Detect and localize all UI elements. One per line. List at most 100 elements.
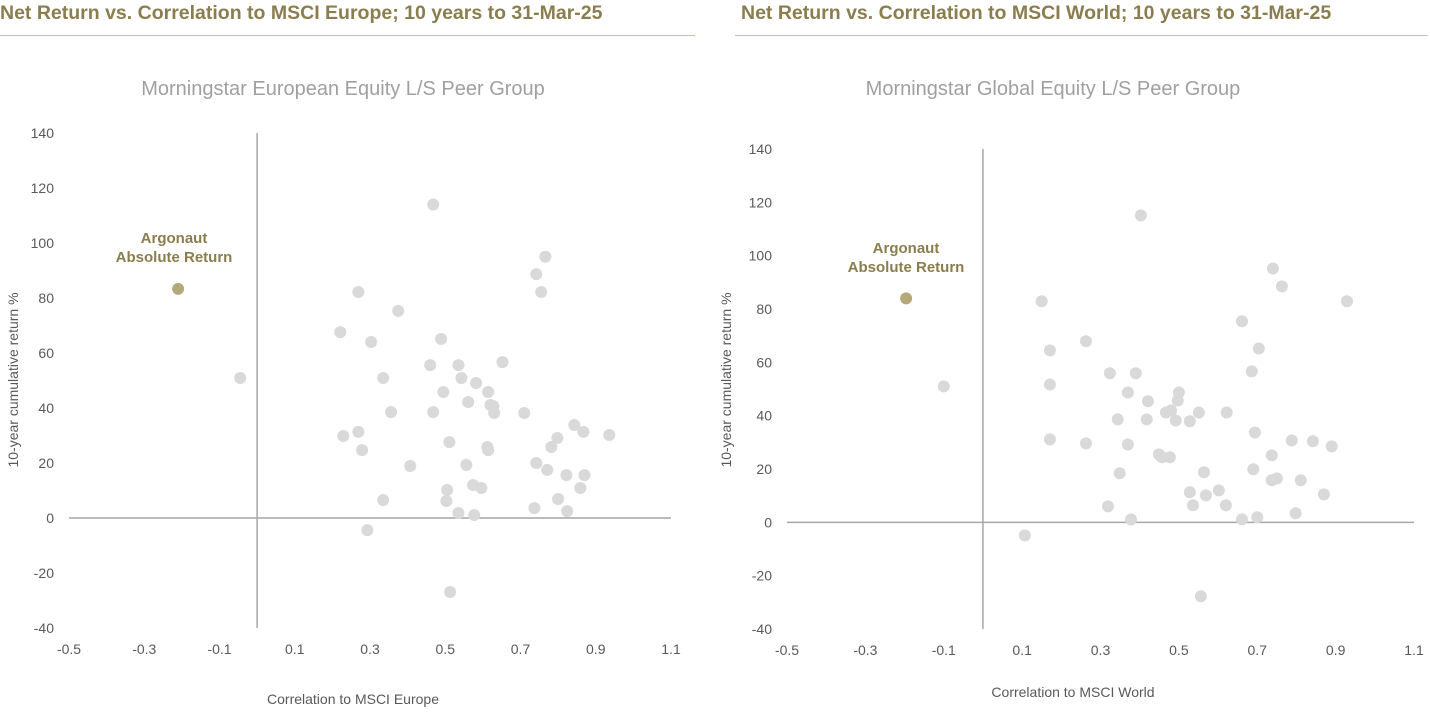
left-peer-point	[577, 425, 590, 438]
right-y-tick-label: 40	[756, 408, 772, 424]
left-peer-point	[470, 376, 483, 389]
left-y-tick-label: 140	[31, 125, 55, 141]
right-peer-point	[937, 380, 950, 393]
left-x-axis-title: Correlation to MSCI Europe	[267, 691, 439, 707]
left-peer-point	[561, 505, 574, 518]
left-peer-point	[385, 406, 398, 419]
left-chart-title: Morningstar European Equity L/S Peer Gro…	[141, 78, 545, 100]
left-peer-point	[455, 372, 468, 385]
right-peer-point	[1235, 513, 1248, 526]
right-peer-point	[1266, 262, 1279, 275]
left-x-tick-label: 1.1	[661, 641, 681, 657]
left-peer-point	[424, 359, 437, 372]
right-x-tick-label: -0.1	[932, 642, 956, 658]
left-peer-point	[334, 326, 347, 339]
right-y-tick-label: 120	[749, 194, 773, 210]
right-x-tick-label: 0.7	[1248, 642, 1268, 658]
right-peer-point	[1306, 435, 1319, 448]
left-peer-point	[530, 268, 543, 281]
right-peer-point	[1197, 466, 1210, 479]
right-y-tick-label: -20	[752, 568, 772, 584]
left-x-tick-label: -0.1	[207, 641, 231, 657]
right-peer-point	[1194, 590, 1207, 603]
right-peer-point	[1080, 335, 1093, 348]
right-x-axis-title: Correlation to MSCI World	[991, 684, 1154, 700]
right-peer-point	[1248, 426, 1261, 439]
right-peer-point	[1251, 511, 1264, 524]
right-peer-point	[1163, 451, 1176, 464]
right-peer-point	[1080, 437, 1093, 450]
right-peer-point	[1043, 433, 1056, 446]
left-peer-point	[482, 444, 495, 457]
left-peer-point	[441, 483, 454, 496]
left-peer-point	[392, 304, 405, 317]
right-peer-point	[1134, 209, 1147, 222]
right-peer-point	[1235, 315, 1248, 328]
right-peer-point	[1141, 395, 1154, 408]
left-y-tick-label: 120	[31, 180, 55, 196]
right-x-tick-label: 0.3	[1091, 642, 1111, 658]
right-peer-point	[1294, 474, 1307, 487]
left-peer-point	[404, 460, 417, 473]
right-peer-point	[1245, 365, 1258, 378]
right-peer-point	[1252, 342, 1265, 355]
right-x-tick-label: -0.3	[853, 642, 877, 658]
left-peer-point	[462, 395, 475, 408]
right-y-tick-label: 60	[756, 354, 772, 370]
right-peer-point	[1265, 449, 1278, 462]
left-peer-point	[337, 430, 350, 443]
left-peer-point	[488, 406, 501, 419]
left-x-tick-label: -0.5	[57, 641, 81, 657]
right-peer-point	[1317, 488, 1330, 501]
left-y-tick-label: 60	[38, 345, 54, 361]
right-peer-point	[1192, 406, 1205, 419]
right-peer-point	[1103, 367, 1116, 380]
right-header-rule	[735, 35, 1428, 36]
left-peer-point	[365, 336, 378, 348]
right-peer-point	[1035, 295, 1048, 308]
left-peer-point	[435, 332, 448, 345]
right-y-tick-label: 80	[756, 301, 772, 317]
left-peer-point	[468, 508, 481, 521]
right-y-tick-label: 140	[749, 141, 773, 157]
left-peer-point	[528, 502, 541, 515]
right-peer-point	[1129, 367, 1142, 380]
right-peer-point	[1165, 404, 1178, 417]
left-peer-point	[377, 494, 390, 507]
right-argonaut-point	[900, 292, 913, 305]
right-argonaut-label: Absolute Return	[848, 259, 965, 276]
right-peer-point	[1171, 394, 1184, 407]
right-x-tick-label: 0.1	[1012, 642, 1032, 658]
left-x-tick-label: -0.3	[132, 641, 156, 657]
right-argonaut-label: Argonaut	[873, 240, 940, 257]
right-y-axis-title: 10-year cumulative return %	[718, 292, 734, 467]
left-x-tick-label: 0.1	[285, 641, 305, 657]
left-peer-point	[427, 406, 440, 419]
left-peer-point	[578, 469, 591, 482]
right-peer-point	[1289, 507, 1302, 520]
left-peer-point	[518, 406, 531, 419]
left-y-tick-label: -20	[34, 565, 54, 581]
left-peer-point	[352, 425, 365, 438]
right-peer-point	[1186, 499, 1199, 512]
right-x-tick-label: 1.1	[1404, 642, 1424, 658]
right-x-tick-label: 0.5	[1169, 642, 1189, 658]
left-peer-point	[437, 386, 450, 399]
left-y-tick-label: 100	[31, 235, 55, 251]
left-peer-point	[552, 493, 565, 506]
left-peer-point	[460, 458, 473, 471]
left-y-tick-label: 20	[38, 455, 54, 471]
left-peer-point	[356, 444, 369, 457]
right-peer-point	[1125, 513, 1138, 526]
left-peer-point	[560, 469, 573, 482]
right-peer-point	[1121, 386, 1134, 399]
left-peer-point	[475, 482, 488, 495]
left-peer-point	[234, 372, 247, 385]
left-peer-point	[361, 524, 374, 537]
left-y-tick-label: 80	[38, 290, 54, 306]
right-peer-point	[1247, 463, 1260, 476]
left-peer-point	[568, 419, 581, 432]
right-peer-point	[1140, 413, 1153, 426]
left-x-tick-label: 0.5	[436, 641, 456, 657]
